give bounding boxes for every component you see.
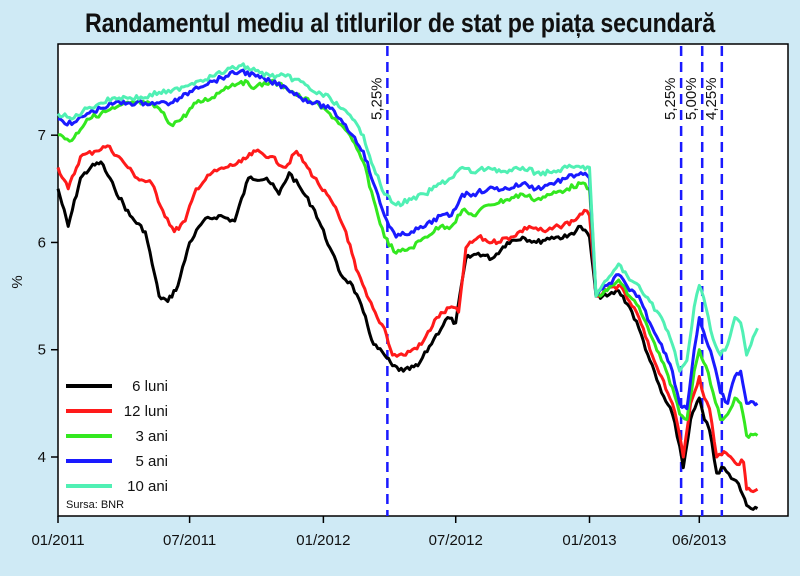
- legend-label-4: 10 ani: [127, 478, 168, 495]
- x-tick-label-0: 01/2011: [31, 532, 84, 549]
- y-tick-label-2: 6: [38, 234, 46, 251]
- series-line-0: [56, 160, 759, 511]
- legend-label-1: 12 luni: [124, 403, 168, 420]
- y-tick-label-3: 7: [38, 127, 46, 144]
- annotation-label-2: 5,00%: [683, 77, 700, 120]
- series-layer: [56, 62, 759, 511]
- x-tick-label-2: 01/2012: [296, 532, 350, 549]
- y-tick-label-0: 4: [38, 449, 46, 466]
- x-axis: 01/2011 07/2011 01/2012 07/2012 01/2013 06/20…: [31, 516, 726, 549]
- source-note: Sursa: BNR: [66, 499, 124, 511]
- x-tick-label-1: 07/2011: [163, 532, 216, 549]
- series-line-1: [56, 144, 759, 494]
- x-tick-label-3: 07/2012: [429, 532, 483, 549]
- annotation-label-0: 5,25%: [368, 77, 385, 120]
- annotation-label-3: 4,25%: [703, 77, 720, 120]
- series-line-4: [56, 62, 759, 373]
- x-tick-label-5: 06/2013: [672, 532, 726, 549]
- y-axis: 4 5 6 7: [38, 127, 58, 466]
- chart-title: Randamentul mediu al titlurilor de stat …: [84, 8, 716, 38]
- x-tick-label-4: 01/2013: [562, 532, 616, 549]
- legend: 6 luni 12 luni 3 ani 5 ani 10 ani: [66, 378, 168, 495]
- legend-label-2: 3 ani: [135, 428, 168, 445]
- legend-label-3: 5 ani: [135, 453, 168, 470]
- series-line-3: [58, 68, 759, 411]
- series-line-2: [57, 78, 759, 439]
- legend-label-0: 6 luni: [132, 378, 168, 395]
- y-axis-label: %: [9, 275, 26, 288]
- y-tick-label-1: 5: [38, 342, 46, 359]
- annotation-label-1: 5,25%: [662, 77, 679, 120]
